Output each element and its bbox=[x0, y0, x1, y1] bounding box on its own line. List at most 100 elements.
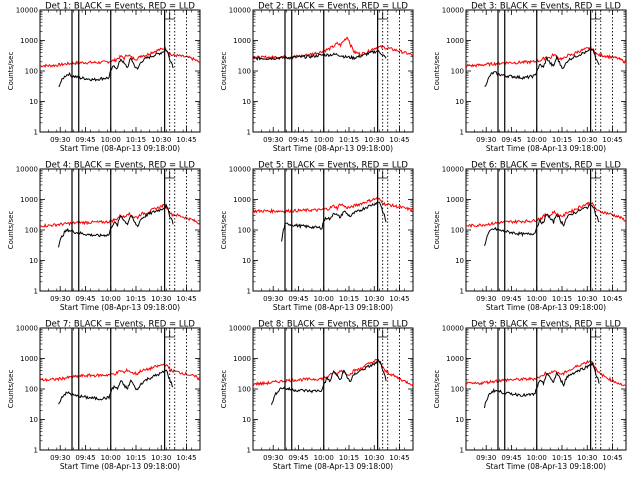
lld-trace bbox=[466, 45, 626, 68]
x-tick-label: 10:45 bbox=[602, 136, 622, 144]
y-tick-label: 1000 bbox=[233, 196, 251, 204]
x-tick-label: 09:45 bbox=[288, 136, 308, 144]
panel-det-3: Det 3: BLACK = Events, RED = LLD 1 10 100 10… bbox=[433, 2, 627, 153]
events-trace bbox=[58, 49, 174, 87]
y-tick-label: 10 bbox=[29, 416, 38, 424]
x-tick-label: 09:30 bbox=[50, 454, 70, 462]
x-axis-label: Start Time (08-Apr-13 09:18:00) bbox=[60, 462, 180, 471]
y-tick-label: 100 bbox=[25, 227, 38, 235]
y-tick-label: 100 bbox=[451, 227, 464, 235]
lld-trace bbox=[466, 359, 626, 387]
x-tick-label: 10:15 bbox=[552, 136, 572, 144]
plot-frame bbox=[252, 9, 414, 133]
events-trace bbox=[271, 358, 387, 406]
y-tick-label: 1000 bbox=[233, 37, 251, 45]
panel-det-5: Det 5: BLACK = Events, RED = LLD 1 10 100 10… bbox=[220, 161, 414, 312]
events-trace bbox=[58, 203, 174, 248]
x-tick-label: 10:00 bbox=[314, 295, 334, 303]
panel-title: Det 2: BLACK = Events, RED = LLD bbox=[258, 2, 408, 12]
panel-title: Det 3: BLACK = Events, RED = LLD bbox=[471, 2, 621, 12]
x-tick-label: 10:45 bbox=[389, 136, 409, 144]
y-tick-label: 10 bbox=[29, 257, 38, 265]
x-tick-label: 10:00 bbox=[527, 454, 547, 462]
panel-det-6: Det 6: BLACK = Events, RED = LLD 1 10 100 10… bbox=[433, 161, 627, 312]
panel-title: Det 4: BLACK = Events, RED = LLD bbox=[45, 161, 195, 171]
x-tick-label: 10:15 bbox=[552, 454, 572, 462]
x-tick-label: 10:15 bbox=[339, 136, 359, 144]
x-tick-label: 10:45 bbox=[176, 136, 196, 144]
plot-frame bbox=[465, 9, 627, 133]
interval-bracket bbox=[164, 12, 170, 20]
x-axis-label: Start Time (08-Apr-13 09:18:00) bbox=[60, 303, 180, 312]
y-tick-label: 1 bbox=[460, 447, 464, 455]
x-tick-label: 09:45 bbox=[75, 454, 95, 462]
x-tick-label: 10:00 bbox=[101, 136, 121, 144]
x-tick-label: 09:45 bbox=[288, 295, 308, 303]
x-tick-label: 10:00 bbox=[314, 454, 334, 462]
x-tick-label: 10:15 bbox=[126, 454, 146, 462]
y-tick-label: 1 bbox=[247, 129, 251, 137]
x-tick-label: 10:00 bbox=[314, 136, 334, 144]
x-tick-label: 09:30 bbox=[476, 136, 496, 144]
panel-det-4: Det 4: BLACK = Events, RED = LLD 1 10 100 10… bbox=[7, 161, 201, 312]
panel-title: Det 9: BLACK = Events, RED = LLD bbox=[471, 320, 621, 330]
x-tick-label: 10:15 bbox=[126, 295, 146, 303]
panel-title: Det 8: BLACK = Events, RED = LLD bbox=[258, 320, 408, 330]
y-axis-label: Counts/sec bbox=[433, 370, 441, 409]
plot-area bbox=[466, 10, 626, 132]
x-tick-label: 10:30 bbox=[151, 295, 171, 303]
plot-area bbox=[253, 10, 413, 132]
y-axis-label: Counts/sec bbox=[220, 370, 228, 409]
x-tick-label: 09:30 bbox=[476, 454, 496, 462]
x-axis-label: Start Time (08-Apr-13 09:18:00) bbox=[486, 303, 606, 312]
x-tick-label: 10:00 bbox=[101, 454, 121, 462]
y-axis-label: Counts/sec bbox=[433, 211, 441, 250]
events-trace bbox=[253, 49, 387, 61]
y-axis-label: Counts/sec bbox=[7, 211, 15, 250]
interval-bracket bbox=[382, 12, 388, 20]
interval-bracket bbox=[164, 330, 170, 338]
plot-frame bbox=[39, 327, 201, 451]
y-tick-label: 10000 bbox=[442, 325, 464, 333]
x-tick-label: 10:45 bbox=[602, 295, 622, 303]
x-tick-label: 10:30 bbox=[151, 136, 171, 144]
panel-title: Det 1: BLACK = Events, RED = LLD bbox=[45, 2, 195, 12]
interval-bracket bbox=[169, 12, 175, 20]
plot-area bbox=[253, 328, 413, 450]
x-tick-label: 10:30 bbox=[577, 295, 597, 303]
y-tick-label: 1 bbox=[247, 288, 251, 296]
events-trace bbox=[484, 48, 600, 87]
x-axis-label: Start Time (08-Apr-13 09:18:00) bbox=[273, 144, 393, 153]
panel-title: Det 6: BLACK = Events, RED = LLD bbox=[471, 161, 621, 171]
y-tick-label: 10 bbox=[242, 416, 251, 424]
y-tick-label: 10000 bbox=[442, 7, 464, 15]
x-tick-label: 10:45 bbox=[176, 454, 196, 462]
x-tick-label: 10:30 bbox=[364, 136, 384, 144]
plot-area bbox=[40, 10, 200, 132]
y-tick-label: 10000 bbox=[16, 325, 38, 333]
events-trace bbox=[281, 201, 387, 242]
interval-bracket bbox=[595, 12, 601, 20]
y-tick-label: 1000 bbox=[446, 196, 464, 204]
y-tick-label: 1000 bbox=[446, 355, 464, 363]
y-axis-label: Counts/sec bbox=[7, 370, 15, 409]
plot-area bbox=[40, 169, 200, 291]
x-tick-label: 10:45 bbox=[389, 295, 409, 303]
y-tick-label: 1 bbox=[34, 288, 38, 296]
events-trace bbox=[484, 203, 600, 246]
y-tick-label: 100 bbox=[25, 386, 38, 394]
y-tick-label: 100 bbox=[238, 227, 251, 235]
x-tick-label: 09:45 bbox=[501, 136, 521, 144]
y-tick-label: 1000 bbox=[20, 37, 38, 45]
plot-frame bbox=[465, 327, 627, 451]
x-axis-label: Start Time (08-Apr-13 09:18:00) bbox=[60, 144, 180, 153]
y-tick-label: 10 bbox=[455, 98, 464, 106]
x-tick-label: 10:15 bbox=[339, 295, 359, 303]
x-tick-label: 10:30 bbox=[577, 136, 597, 144]
lld-trace bbox=[253, 36, 413, 60]
x-tick-label: 09:30 bbox=[476, 295, 496, 303]
x-tick-label: 09:45 bbox=[75, 295, 95, 303]
y-tick-label: 1 bbox=[34, 447, 38, 455]
x-tick-label: 10:30 bbox=[577, 454, 597, 462]
events-trace bbox=[484, 361, 600, 409]
